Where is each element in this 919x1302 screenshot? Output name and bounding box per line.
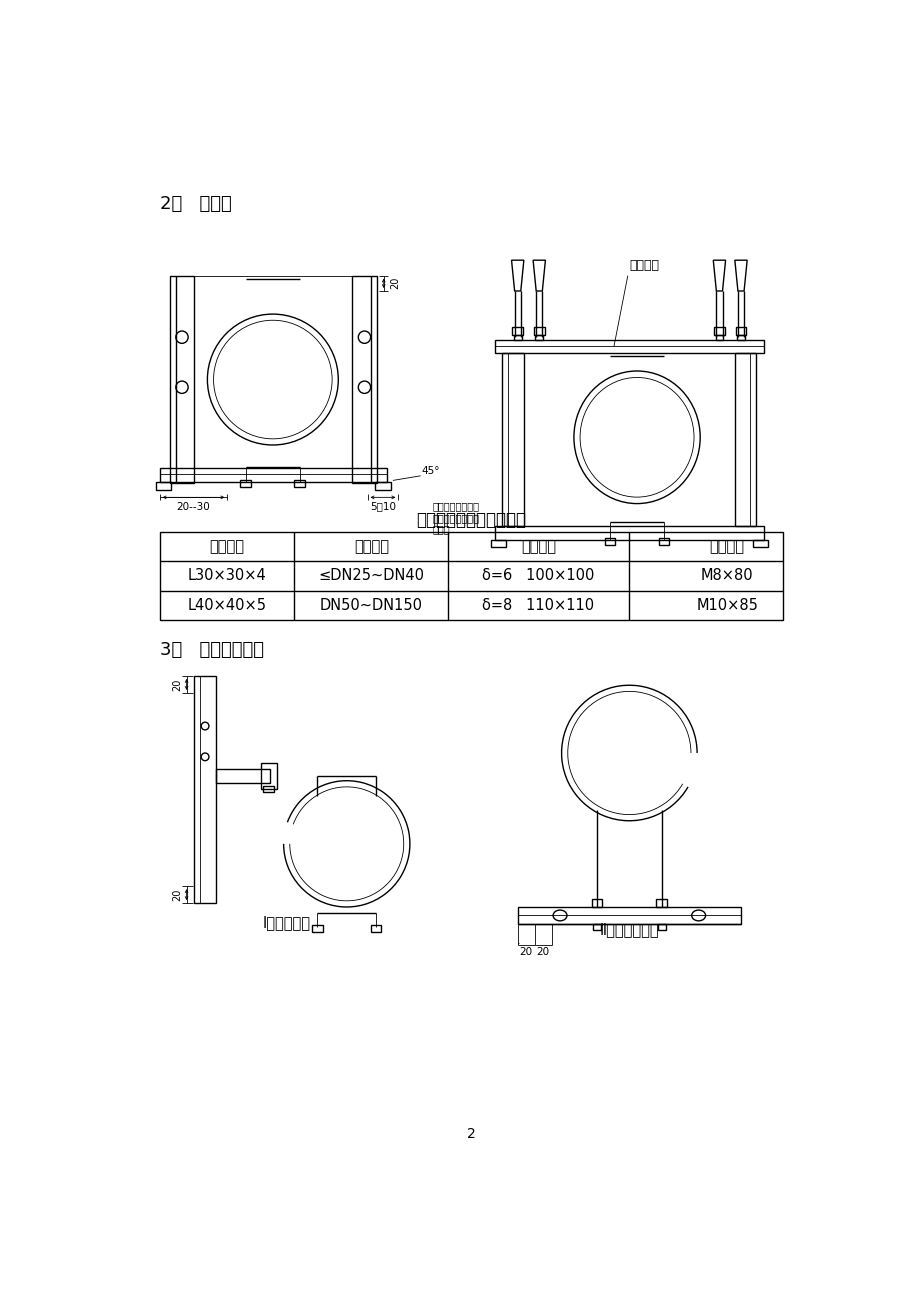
- Text: L30×30×4: L30×30×4: [187, 569, 266, 583]
- Bar: [604, 538, 615, 546]
- Text: 龙门式支吠架材料适用表: 龙门式支吠架材料适用表: [416, 510, 526, 529]
- Text: ≤DN25~DN40: ≤DN25~DN40: [318, 569, 424, 583]
- Bar: [169, 276, 194, 483]
- Text: 适用管道: 适用管道: [354, 539, 389, 555]
- Text: 倒吠钓板: 倒吠钓板: [520, 539, 555, 555]
- Bar: [514, 335, 521, 340]
- Bar: [160, 533, 782, 620]
- Text: DN50~DN150: DN50~DN150: [320, 598, 423, 613]
- Text: 20: 20: [519, 948, 532, 957]
- Bar: [517, 907, 740, 924]
- Text: 20: 20: [536, 948, 549, 957]
- Text: 2: 2: [467, 1128, 475, 1141]
- Bar: [240, 480, 251, 487]
- Bar: [736, 335, 744, 340]
- Bar: [752, 540, 767, 547]
- Bar: [734, 353, 755, 526]
- Bar: [263, 786, 273, 792]
- Bar: [735, 327, 745, 335]
- Bar: [216, 769, 269, 783]
- Bar: [194, 676, 216, 904]
- Text: Ⅱ型（横担式）: Ⅱ型（横担式）: [599, 923, 658, 937]
- Text: Ⅰ型（吠式）: Ⅰ型（吠式）: [263, 915, 311, 930]
- Bar: [490, 540, 505, 547]
- Bar: [715, 335, 722, 340]
- Text: 倒吠钓板: 倒吠钓板: [629, 259, 659, 272]
- Text: 膚胀螺栓: 膚胀螺栓: [709, 539, 743, 555]
- Bar: [352, 276, 377, 483]
- Text: 20: 20: [172, 888, 182, 901]
- Bar: [535, 335, 542, 340]
- Text: （根据角钓大小而
选定，其余倒角类
同。）: （根据角钓大小而 选定，其余倒角类 同。）: [433, 501, 480, 534]
- Text: δ=6   100×100: δ=6 100×100: [482, 569, 594, 583]
- Bar: [155, 482, 171, 490]
- Text: 5～10: 5～10: [369, 501, 395, 512]
- Bar: [657, 924, 664, 930]
- Text: 2、   龙门式: 2、 龙门式: [160, 195, 232, 212]
- Bar: [494, 340, 764, 353]
- Text: 20: 20: [172, 678, 182, 690]
- Bar: [312, 926, 323, 932]
- Bar: [260, 763, 278, 789]
- Text: 支架型材: 支架型材: [209, 539, 244, 555]
- Text: 20: 20: [390, 277, 400, 289]
- Bar: [294, 480, 305, 487]
- Bar: [658, 538, 669, 546]
- Text: 45°: 45°: [421, 466, 439, 477]
- Bar: [593, 924, 600, 930]
- Bar: [533, 327, 544, 335]
- Bar: [494, 526, 764, 540]
- Text: 20--30: 20--30: [176, 501, 210, 512]
- Bar: [655, 900, 666, 907]
- Bar: [160, 469, 386, 482]
- Bar: [502, 353, 523, 526]
- Bar: [591, 900, 602, 907]
- Text: δ=8   110×110: δ=8 110×110: [482, 598, 594, 613]
- Text: M10×85: M10×85: [696, 598, 757, 613]
- Bar: [370, 926, 381, 932]
- Bar: [713, 327, 724, 335]
- Text: 3、   单支角钓支架: 3、 单支角钓支架: [160, 642, 264, 659]
- Bar: [375, 482, 391, 490]
- Text: M8×80: M8×80: [700, 569, 753, 583]
- Text: L40×40×5: L40×40×5: [187, 598, 266, 613]
- Bar: [512, 327, 523, 335]
